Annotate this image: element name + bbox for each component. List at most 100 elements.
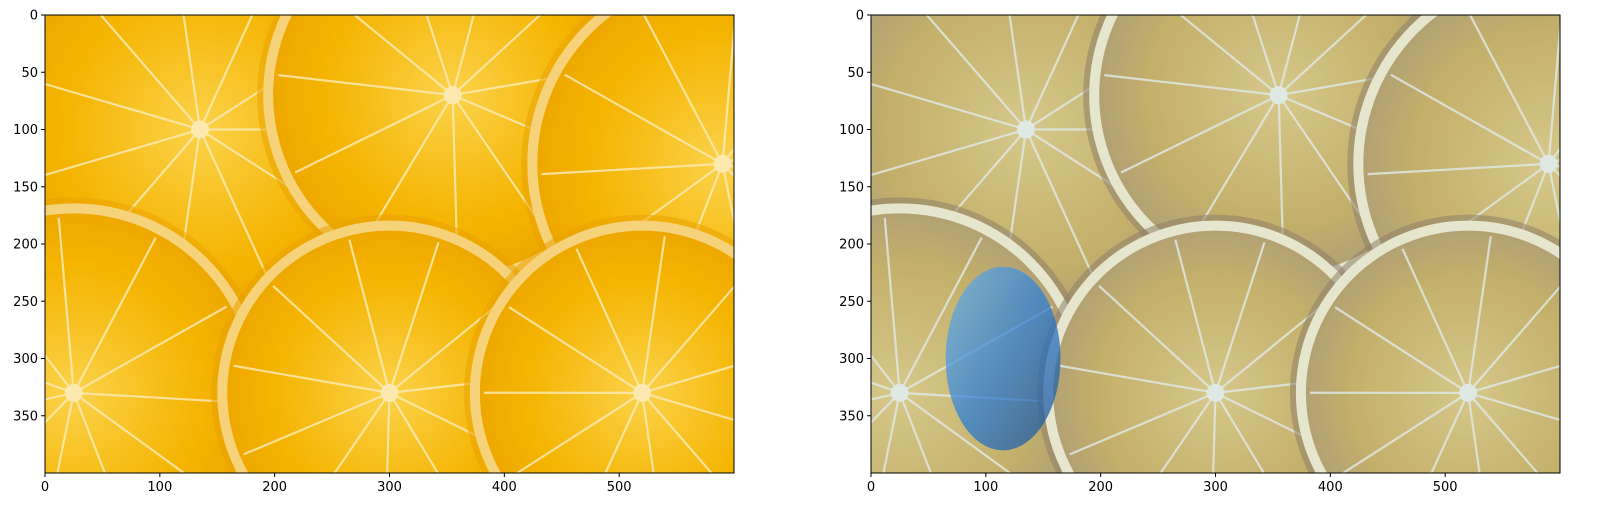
segment-membrane [604,392,644,473]
segment-membrane [45,381,75,394]
segment-membrane [1277,15,1301,96]
segment-membrane [451,15,542,96]
segment-membrane [883,217,901,393]
x-tick-label: 300 [377,480,402,495]
x-tick-label: 200 [262,480,287,495]
segment-membrane [182,15,202,130]
x-tick-label: 400 [1318,480,1343,495]
axis-ticks-original: 0 100 200 300 400 500 0 50 100 150 200 250 300 350 [13,9,631,496]
segment-membrane [1367,162,1549,176]
slice-center [1459,383,1478,402]
slice-center [1269,86,1288,105]
segment-membrane [871,392,901,424]
y-tick-label: 50 [21,66,38,81]
segment-membrane [243,391,390,456]
x-tick-label: 100 [147,480,172,495]
segment-membrane [1401,248,1470,394]
segment-membrane [641,285,734,394]
segment-membrane [1277,15,1368,96]
segment-membrane [1098,284,1217,394]
segment-membrane [871,353,901,394]
segment-membrane [508,306,643,394]
segment-membrane [1334,306,1469,394]
y-tick-label: 200 [839,238,864,253]
y-tick-label: 0 [30,9,38,24]
segment-membrane [721,163,734,178]
segment-membrane [898,392,933,473]
x-tick-label: 200 [1088,480,1113,495]
segment-membrane [1069,391,1216,456]
panel-processed: 0 100 200 300 400 500 0 50 100 150 200 250 300 350 [839,9,1561,495]
segment-membrane [73,305,228,394]
segment-membrane [272,284,391,394]
segment-membrane [564,73,724,165]
segment-membrane [721,147,734,165]
y-tick-label: 150 [13,180,38,195]
segment-membrane [352,15,454,97]
segment-membrane [1120,94,1280,174]
slice-flesh [1305,230,1560,473]
segment-membrane [871,128,1027,177]
x-tick-label: 0 [867,480,875,495]
segment-membrane [882,392,901,473]
segment-membrane [1467,285,1560,394]
panel-original: 0 100 200 300 400 500 0 50 100 150 200 250 300 350 [13,9,735,496]
image-processed [871,15,1560,473]
y-tick-label: 250 [13,295,38,310]
segment-membrane [72,392,107,473]
slice-center [633,383,652,402]
y-tick-label: 50 [847,66,864,81]
slice-center [1539,154,1558,173]
y-tick-label: 100 [13,123,38,138]
segment-membrane [575,248,644,394]
segment-membrane [45,128,201,177]
segment-membrane [56,392,75,473]
segment-membrane [1547,163,1560,227]
segment-membrane [388,242,440,394]
segment-membrane [1251,15,1280,96]
slice-center [64,383,83,402]
segment-membrane [721,163,734,227]
segment-membrane [1025,15,1080,130]
x-tick-label: 400 [492,480,517,495]
segment-membrane [45,392,75,424]
segment-membrane [1214,242,1266,394]
slice-center [1206,383,1225,402]
slice-center [713,154,732,173]
segment-membrane [641,364,734,394]
slice-center [1017,120,1036,139]
y-tick-label: 0 [856,9,864,24]
segment-membrane [425,15,454,96]
segment-membrane [294,94,454,174]
segment-membrane [1059,364,1216,394]
segment-membrane [1104,74,1279,97]
slice-flesh [479,230,734,473]
x-tick-label: 100 [973,480,998,495]
segment-membrane [871,381,901,394]
segment-membrane [515,391,643,473]
segment-membrane [641,392,713,473]
segment-membrane [72,237,157,394]
artifact-region [945,266,1061,451]
y-tick-label: 350 [839,409,864,424]
y-tick-label: 100 [839,123,864,138]
segment-membrane [99,15,201,131]
segment-membrane [641,391,734,422]
segment-membrane [1467,392,1481,473]
segment-membrane [451,15,475,96]
slice-center [191,120,210,139]
y-tick-label: 200 [13,238,38,253]
y-tick-label: 350 [13,409,38,424]
segment-membrane [388,392,440,473]
segment-membrane [1341,391,1469,473]
x-tick-label: 300 [1203,480,1228,495]
segment-membrane [1178,15,1280,97]
segment-membrane [1467,391,1560,422]
segment-membrane [871,82,1027,131]
segment-membrane [721,17,734,164]
segment-membrane [278,74,453,97]
segment-membrane [45,82,201,131]
segment-membrane [641,236,666,394]
segment-membrane [1468,15,1550,165]
x-tick-label: 500 [607,480,632,495]
